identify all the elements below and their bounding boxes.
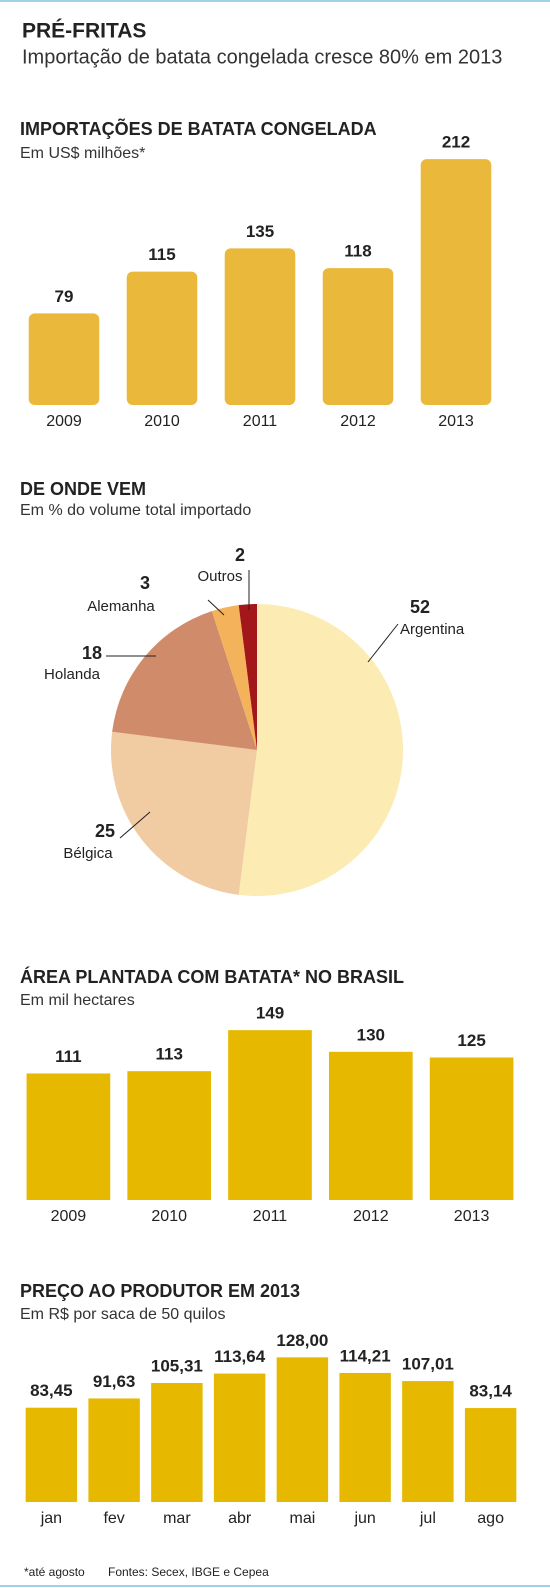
data-label: 107,01 [402, 1355, 454, 1374]
bar [25, 1407, 78, 1502]
leader-line [367, 623, 399, 663]
footnote: *até agosto [24, 1565, 85, 1579]
pie-slice [111, 731, 257, 895]
data-label: 118 [344, 242, 371, 261]
x-tick-label: 2013 [438, 413, 474, 430]
pie-slice [211, 605, 257, 750]
data-label: 113 [155, 1045, 182, 1064]
x-tick-label: ago [477, 1510, 504, 1527]
leader-line [119, 811, 151, 839]
pie-slice [238, 603, 404, 896]
chart-subtitle: Em mil hectares [20, 992, 135, 1009]
slice-label: Bélgica [63, 845, 113, 862]
x-tick-label: 2013 [454, 1208, 490, 1225]
x-tick-label: 2012 [353, 1208, 389, 1225]
chart-title: IMPORTAÇÕES DE BATATA CONGELADA [20, 118, 377, 139]
x-tick-label: jun [353, 1510, 375, 1527]
data-label: 83,45 [30, 1381, 73, 1400]
bar [213, 1373, 266, 1502]
bar [276, 1357, 329, 1502]
x-tick-label: 2010 [144, 413, 180, 430]
data-label: 105,31 [151, 1356, 203, 1375]
x-tick-label: mar [163, 1510, 191, 1527]
bar [464, 1408, 517, 1502]
chart-title: PREÇO AO PRODUTOR EM 2013 [20, 1281, 300, 1301]
slice-value: 18 [82, 643, 102, 663]
chart-title: DE ONDE VEM [20, 479, 146, 499]
x-tick-label: 2010 [151, 1208, 187, 1225]
chart-subtitle: Em % do volume total importado [20, 502, 251, 519]
bar [228, 1030, 312, 1200]
sources: Fontes: Secex, IBGE e Cepea [108, 1565, 269, 1579]
x-tick-label: fev [103, 1510, 124, 1527]
slice-value: 2 [235, 545, 245, 565]
bar [224, 248, 296, 405]
chart-subtitle: Em US$ milhões* [20, 145, 145, 162]
chart-subtitle: Em R$ por saca de 50 quilos [20, 1306, 225, 1323]
page-subtitle: Importação de batata congelada cresce 80… [22, 46, 502, 68]
bar [126, 271, 198, 405]
slice-label: Holanda [44, 666, 101, 683]
data-label: 114,21 [340, 1346, 391, 1365]
data-label: 83,14 [469, 1382, 512, 1401]
bar [420, 159, 492, 405]
slice-value: 3 [140, 573, 150, 593]
data-label: 135 [246, 222, 274, 241]
pie-slice [112, 611, 258, 750]
data-label: 125 [457, 1031, 485, 1050]
x-tick-label: 2012 [340, 413, 376, 430]
x-tick-label: jan [40, 1510, 62, 1527]
x-tick-label: mai [289, 1510, 315, 1527]
bar [127, 1071, 212, 1200]
chart-title: ÁREA PLANTADA COM BATATA* NO BRASIL [20, 966, 404, 987]
bar [151, 1382, 203, 1502]
data-label: 149 [256, 1004, 284, 1023]
data-label: 128,00 [276, 1331, 328, 1350]
bar [26, 1073, 111, 1200]
data-label: 130 [357, 1025, 385, 1044]
data-label: 111 [55, 1047, 82, 1066]
slice-value: 25 [95, 821, 115, 841]
x-tick-label: 2011 [253, 1208, 288, 1225]
data-label: 79 [55, 287, 74, 306]
data-label: 91,63 [93, 1372, 136, 1391]
data-label: 113,64 [214, 1347, 266, 1366]
bar [328, 1051, 413, 1200]
slice-label: Argentina [400, 621, 465, 638]
bar [402, 1381, 454, 1502]
data-label: 115 [148, 245, 175, 264]
x-tick-label: 2011 [243, 413, 278, 430]
pie-slice [238, 604, 257, 750]
page-title: PRÉ-FRITAS [22, 20, 146, 43]
bar [429, 1057, 514, 1200]
bar [28, 313, 100, 405]
data-label: 212 [442, 133, 470, 152]
x-tick-label: jul [419, 1510, 436, 1527]
bar [88, 1398, 140, 1502]
x-tick-label: abr [228, 1510, 252, 1527]
bar [322, 268, 394, 405]
x-tick-label: 2009 [51, 1208, 87, 1225]
bar [339, 1372, 391, 1502]
x-tick-label: 2009 [46, 413, 82, 430]
leader-line [207, 599, 225, 616]
slice-label: Alemanha [87, 598, 155, 615]
slice-value: 52 [410, 597, 430, 617]
slice-label: Outros [197, 568, 242, 585]
